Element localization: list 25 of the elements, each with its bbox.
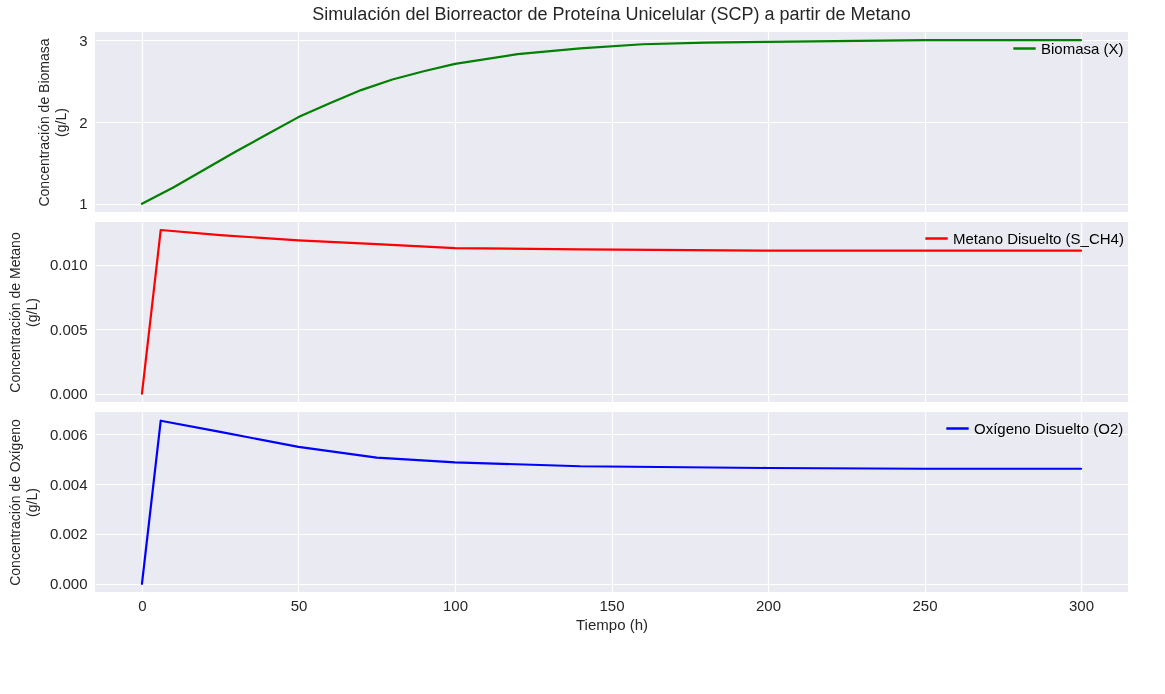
x-tick-label: 250 xyxy=(912,596,938,614)
x-tick-label: 300 xyxy=(1069,596,1095,614)
y-tick-label: 0.002 xyxy=(49,525,88,543)
y-tick-label: 3 xyxy=(79,31,88,49)
x-tick-label: 0 xyxy=(138,596,147,614)
y-tick-label: 0.004 xyxy=(49,475,88,493)
y-axis-title: Concentración de Biomasa (g/L) xyxy=(36,38,70,207)
x-tick-label: 100 xyxy=(442,596,468,614)
x-tick-label: 200 xyxy=(756,596,782,614)
y-tick-label: 0.005 xyxy=(49,320,88,338)
x-axis-title: Tiempo (h) xyxy=(576,615,648,633)
legend-label: Biomasa (X) xyxy=(1041,39,1124,57)
y-tick-label: 0.010 xyxy=(49,256,88,274)
x-tick-label: 50 xyxy=(290,596,308,614)
legend-label: Oxígeno Disuelto (O2) xyxy=(974,419,1124,437)
y-tick-label: 2 xyxy=(79,113,88,131)
y-axis-title: Concentración de Oxígeno (g/L) xyxy=(6,419,40,586)
y-axis-title: Concentración de Metano (g/L) xyxy=(6,232,40,393)
y-tick-label: 0.000 xyxy=(49,575,88,593)
chart-title: Simulación del Biorreactor de Proteína Unicelular (SCP) a partir de Metano xyxy=(312,4,911,24)
y-tick-label: 0.006 xyxy=(49,425,88,443)
y-tick-label: 0.000 xyxy=(49,385,88,403)
legend-label: Metano Disuelto (S_CH4) xyxy=(953,229,1124,247)
x-tick-label: 150 xyxy=(599,596,625,614)
y-tick-label: 1 xyxy=(79,195,88,213)
